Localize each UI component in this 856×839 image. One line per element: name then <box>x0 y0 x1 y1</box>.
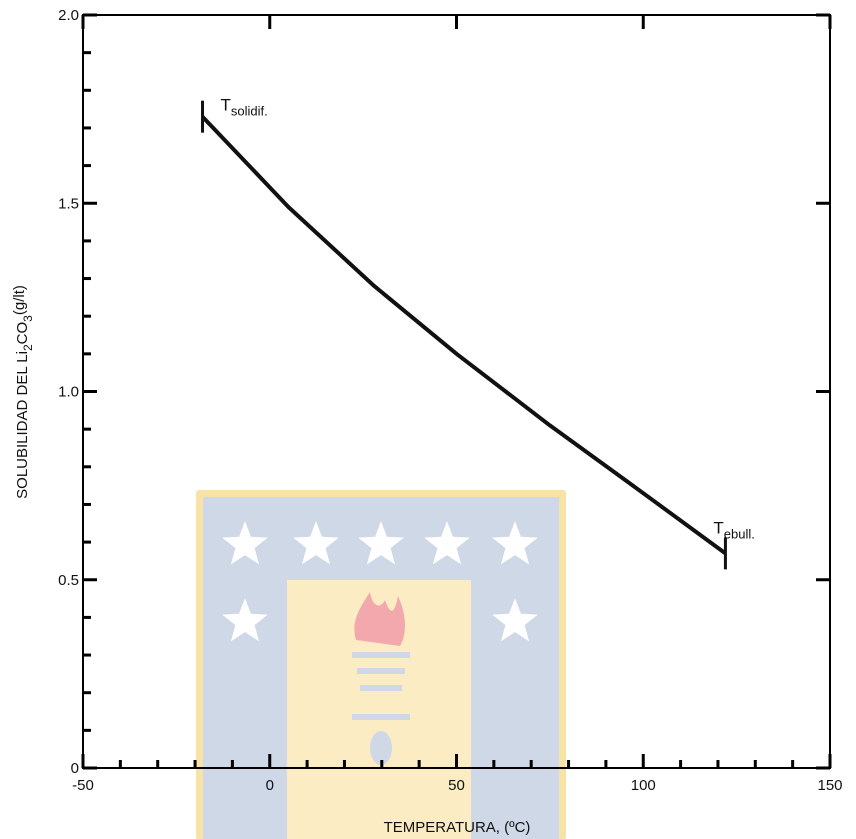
watermark-flame-icon <box>354 592 405 646</box>
annotation-boiling: Tebull. <box>713 518 754 541</box>
university-shield-watermark-icon <box>196 490 566 839</box>
watermark-torch-bar <box>352 652 410 658</box>
watermark-torch-handle <box>370 731 392 765</box>
watermark-star-icon <box>424 521 470 565</box>
watermark-star-icon <box>222 521 268 565</box>
watermark-star-icon <box>492 521 538 565</box>
x-tick-label: 100 <box>631 777 656 794</box>
x-tick-label: 150 <box>817 777 842 794</box>
x-tick-label: 50 <box>448 777 465 794</box>
y-tick-label: 2.0 <box>58 7 79 24</box>
x-tick-label: 0 <box>266 777 274 794</box>
annotation-solidification: Tsolidif. <box>221 96 268 119</box>
watermark-stars-icon <box>222 521 538 642</box>
x-axis-title: TEMPERATURA, (ºC) <box>384 819 531 836</box>
y-tick-label: 1.5 <box>58 195 79 212</box>
watermark-torch-bar <box>357 668 405 674</box>
watermark-star-icon <box>293 521 339 565</box>
watermark-star-icon <box>358 521 404 565</box>
y-tick-label: 0 <box>71 760 79 777</box>
axis-ticks <box>81 13 832 770</box>
y-tick-label: 0.5 <box>58 572 79 589</box>
watermark-star-icon <box>492 598 538 642</box>
watermark-torch-bar <box>352 714 410 720</box>
y-tick-label: 1.0 <box>58 384 79 401</box>
y-axis-title: SOLUBILIDAD DEL Li2CO3(g/lt) <box>11 285 35 499</box>
watermark-star-icon <box>222 598 268 642</box>
watermark-torch-bar <box>360 685 402 691</box>
solubility-series-line <box>201 115 727 556</box>
x-tick-label: -50 <box>72 777 94 794</box>
